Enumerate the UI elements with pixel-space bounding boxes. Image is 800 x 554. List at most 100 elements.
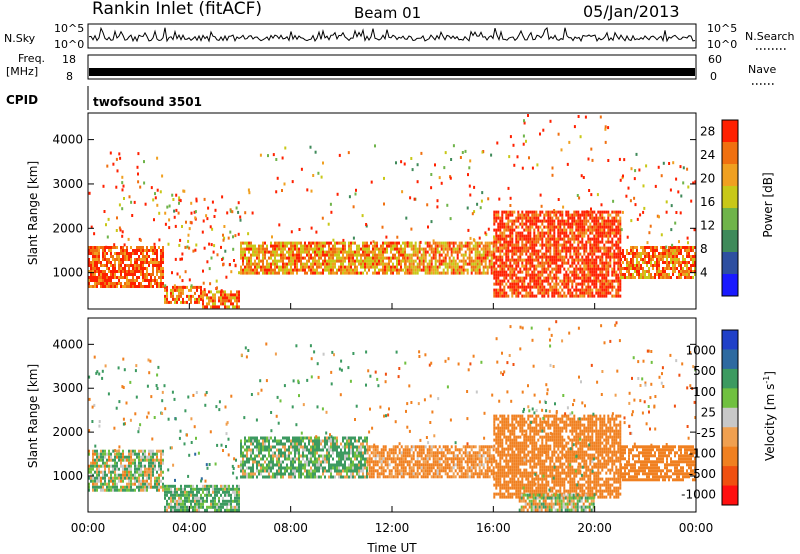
echo-cell	[690, 199, 693, 203]
echo-cell	[262, 442, 264, 446]
echo-cell	[260, 445, 262, 449]
echo-cell	[187, 239, 190, 243]
echo-cell	[658, 215, 660, 219]
echo-cell	[130, 279, 132, 282]
echo-cell	[557, 132, 560, 136]
echo-cell	[529, 261, 532, 265]
echo-cell	[150, 261, 152, 264]
echo-cell	[90, 246, 92, 249]
echo-cell	[539, 276, 542, 280]
echo-cell	[497, 294, 500, 298]
echo-cell	[595, 246, 598, 250]
echo-cell	[254, 439, 256, 443]
echo-cell	[642, 276, 644, 279]
echo-cell	[575, 222, 578, 226]
echo-cell	[499, 294, 502, 298]
echo-cell	[497, 276, 500, 280]
echo-cell	[565, 285, 568, 289]
echo-cell	[180, 505, 182, 509]
echo-cell	[198, 294, 200, 298]
echo-cell	[666, 276, 668, 279]
echo-cell	[282, 244, 284, 248]
echo-cell	[204, 290, 206, 294]
echo-cell	[102, 464, 104, 468]
echo-cell	[666, 264, 668, 267]
echo-cell	[92, 479, 94, 483]
echo-cell	[262, 466, 264, 470]
echo-cell	[493, 235, 495, 239]
echo-cell	[96, 246, 98, 249]
echo-cell	[559, 234, 562, 238]
echo-cell	[184, 505, 186, 509]
echo-cell	[499, 252, 502, 256]
echo-cell	[272, 472, 274, 476]
echo-cell	[378, 262, 380, 266]
echo-cell	[549, 252, 552, 256]
echo-cell	[654, 276, 656, 279]
echo-cell	[239, 215, 242, 219]
echo-cell	[386, 262, 388, 266]
echo-cell	[120, 488, 122, 492]
echo-cell	[684, 258, 686, 261]
echo-cell	[565, 234, 568, 238]
echo-cell	[262, 247, 264, 251]
echo-cell	[412, 268, 415, 272]
echo-cell	[543, 291, 546, 295]
echo-cell	[638, 252, 640, 255]
echo-cell	[174, 490, 176, 494]
echo-cell	[276, 176, 279, 180]
echo-cell	[148, 264, 150, 267]
echo-cell	[434, 262, 437, 266]
echo-cell	[338, 268, 340, 272]
echo-cell	[226, 299, 228, 303]
echo-cell	[495, 249, 498, 253]
echo-cell	[519, 216, 522, 220]
echo-cell	[390, 241, 392, 245]
echo-cell	[132, 482, 134, 486]
echo-cell	[525, 294, 528, 298]
echo-cell	[553, 228, 556, 232]
echo-cell	[493, 216, 496, 220]
echo-cell	[194, 452, 197, 456]
echo-cell	[678, 258, 680, 261]
echo-cell	[312, 268, 314, 272]
echo-cell	[230, 293, 232, 297]
echo-cell	[164, 508, 166, 512]
echo-cell	[577, 228, 580, 232]
echo-cell	[110, 485, 112, 489]
echo-cell	[650, 255, 652, 258]
echo-cell	[288, 259, 290, 263]
echo-cell	[122, 246, 124, 249]
echo-cell	[428, 241, 431, 245]
echo-cell	[605, 252, 608, 256]
echo-cell	[585, 261, 588, 265]
echo-cell	[573, 240, 576, 244]
echo-cell	[664, 255, 666, 258]
echo-cell	[356, 271, 358, 275]
echo-cell	[593, 246, 596, 250]
echo-cell	[551, 285, 554, 289]
echo-cell	[280, 448, 282, 452]
echo-cell	[609, 258, 612, 262]
echo-cell	[142, 246, 144, 249]
echo-cell	[501, 267, 504, 271]
echo-cell	[412, 265, 415, 269]
echo-cell	[262, 259, 264, 263]
echo-cell	[434, 268, 437, 272]
echo-cell	[678, 252, 680, 255]
echo-cell	[390, 244, 392, 248]
echo-cell	[98, 267, 100, 270]
echo-cell	[122, 476, 124, 480]
echo-cell	[515, 285, 518, 289]
echo-cell	[362, 265, 364, 269]
echo-cell	[106, 164, 109, 168]
echo-cell	[511, 288, 514, 292]
echo-cell	[484, 253, 487, 257]
echo-cell	[493, 228, 496, 232]
echo-cell	[434, 241, 437, 245]
echo-cell	[459, 156, 462, 159]
echo-cell	[621, 210, 624, 214]
echo-cell	[400, 268, 402, 272]
echo-cell	[135, 364, 138, 368]
echo-cell	[181, 257, 183, 261]
